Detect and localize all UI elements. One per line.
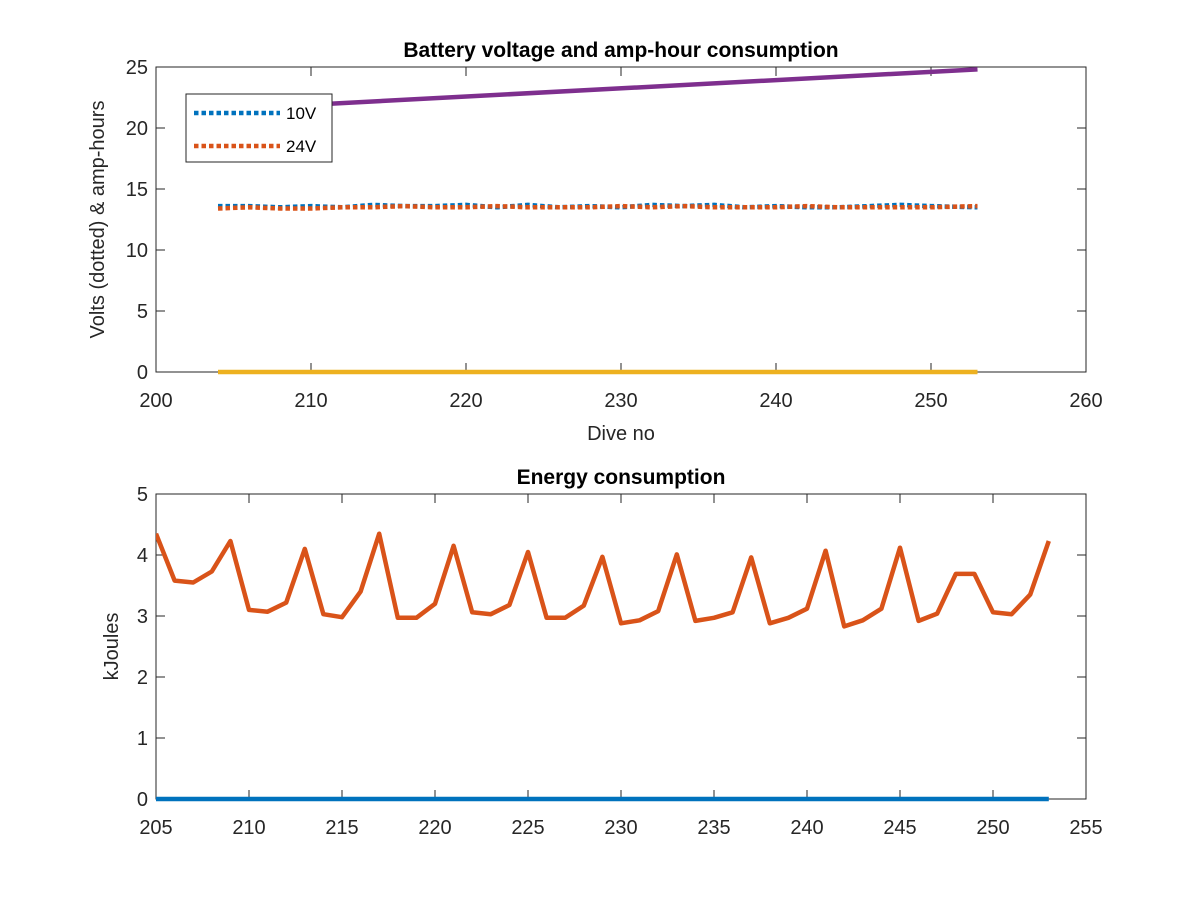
legend-box bbox=[185, 93, 333, 163]
legend: 10V 24V bbox=[185, 93, 333, 163]
y-tick-label: 2 bbox=[137, 667, 148, 689]
x-tick-label: 260 bbox=[1069, 390, 1102, 412]
y-tick-label: 4 bbox=[137, 545, 148, 567]
y-tick-label: 5 bbox=[137, 484, 148, 506]
x-tick-label: 225 bbox=[511, 817, 544, 839]
x-tick-label: 250 bbox=[914, 390, 947, 412]
x-tick-label: 240 bbox=[790, 817, 823, 839]
y-tick-label: 1 bbox=[137, 728, 148, 750]
x-tick-label: 205 bbox=[139, 817, 172, 839]
series-line-1 bbox=[156, 531, 1051, 629]
x-tick-label: 220 bbox=[449, 390, 482, 412]
x-tick-label: 255 bbox=[1069, 817, 1102, 839]
series-line-24v bbox=[217, 203, 978, 211]
x-tick-label: 200 bbox=[139, 390, 172, 412]
chart-title: Battery voltage and amp-hour consumption bbox=[403, 39, 838, 62]
legend-label: 10V bbox=[286, 104, 317, 123]
x-tick-label: 220 bbox=[418, 817, 451, 839]
y-tick-label: 20 bbox=[126, 118, 148, 140]
y-tick-label: 10 bbox=[126, 240, 148, 262]
y-tick-label: 0 bbox=[137, 789, 148, 811]
plot-area-frame bbox=[155, 493, 1087, 800]
x-tick-label: 210 bbox=[294, 390, 327, 412]
x-tick-label: 235 bbox=[697, 817, 730, 839]
x-tick-label: 250 bbox=[976, 817, 1009, 839]
y-axis-title: Volts (dotted) & amp-hours bbox=[87, 101, 109, 339]
x-tick-label: 230 bbox=[604, 817, 637, 839]
chart-title: Energy consumption bbox=[517, 466, 726, 489]
x-tick-label: 245 bbox=[883, 817, 916, 839]
y-tick-label: 25 bbox=[126, 57, 148, 79]
y-tick-label: 15 bbox=[126, 179, 148, 201]
y-tick-label: 5 bbox=[137, 301, 148, 323]
x-tick-label: 240 bbox=[759, 390, 792, 412]
x-axis-title: Dive no bbox=[587, 423, 655, 445]
y-tick-label: 3 bbox=[137, 606, 148, 628]
x-tick-label: 230 bbox=[604, 390, 637, 412]
series-line-4 bbox=[217, 67, 978, 112]
x-tick-label: 215 bbox=[325, 817, 358, 839]
chart-2: 205 210 215 220 225 230 235 240 245 250 255 0 1 2 3 4 5 E… bbox=[101, 466, 1103, 839]
legend-label: 24V bbox=[286, 137, 317, 156]
y-axis-title: kJoules bbox=[101, 613, 123, 681]
chart-1: 200 210 220 230 240 250 260 0 5 10 15 20 25 Battery v… bbox=[87, 39, 1103, 445]
x-tick-label: 210 bbox=[232, 817, 265, 839]
y-tick-label: 0 bbox=[137, 362, 148, 384]
